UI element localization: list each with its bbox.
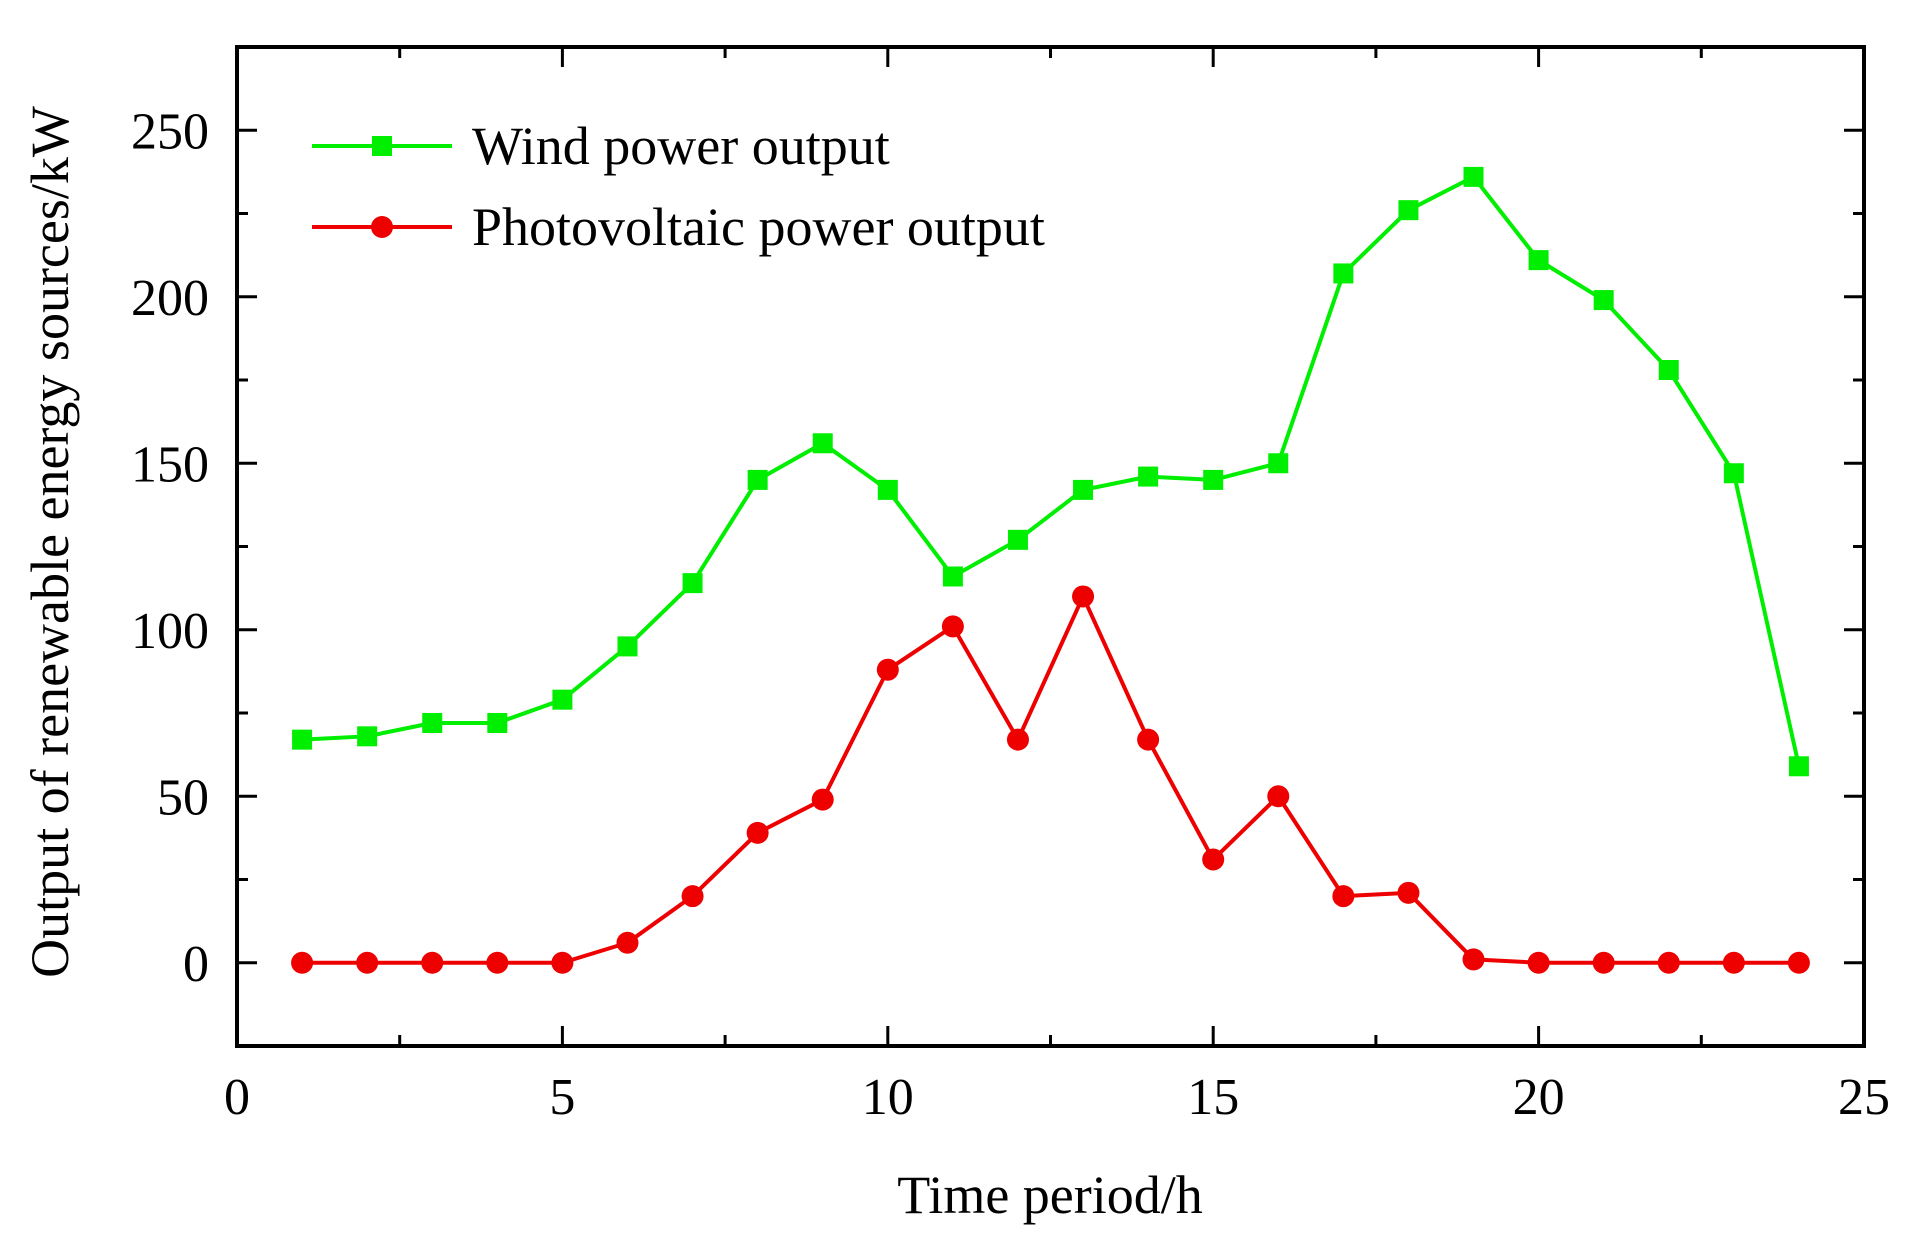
pv-point	[421, 951, 444, 974]
wind-point	[747, 469, 768, 490]
wind-legend-marker	[372, 136, 392, 156]
series-photovoltaic	[291, 585, 1810, 974]
wind-point	[292, 729, 313, 750]
pv-point	[1332, 885, 1355, 908]
pv-point	[1006, 728, 1029, 751]
wind-point	[1007, 529, 1028, 550]
y-tick-label: 150	[131, 436, 209, 493]
pv-point	[876, 658, 899, 681]
pv-point	[1397, 881, 1420, 904]
wind-line	[301, 174, 1801, 767]
wind-point	[552, 689, 573, 710]
wind-point	[1723, 463, 1744, 484]
wind-legend-label: Wind power output	[472, 116, 890, 176]
axis-ticks	[235, 45, 1866, 1048]
wind-point	[1203, 469, 1224, 490]
wind-point	[422, 712, 443, 733]
wind-point	[1788, 756, 1809, 777]
pv-point	[1072, 585, 1095, 608]
y-axis-title: Output of renewable energy sources/kW	[20, 106, 80, 978]
x-tick-label: 5	[549, 1069, 575, 1126]
pv-point	[811, 788, 834, 811]
pv-point	[1787, 951, 1810, 974]
wind-point	[1268, 453, 1289, 474]
pv-point	[941, 615, 964, 638]
wind-point	[877, 479, 898, 500]
wind-point	[487, 712, 508, 733]
x-tick-label: 0	[224, 1069, 250, 1126]
pv-point	[1527, 951, 1550, 974]
y-tick-label: 200	[131, 270, 209, 327]
y-tick-label: 0	[183, 936, 209, 993]
pv-point	[746, 821, 769, 844]
series-layer	[291, 166, 1810, 974]
x-tick-label: 15	[1187, 1069, 1239, 1126]
wind-point	[1333, 263, 1354, 284]
y-tick-label: 50	[157, 769, 209, 826]
x-tick-label: 25	[1838, 1069, 1890, 1126]
x-tick-label: 10	[862, 1069, 914, 1126]
x-axis-title: Time period/h	[897, 1165, 1203, 1225]
pv-point	[1462, 948, 1485, 971]
y-tick-labels: 0 50 100 150 200 250	[131, 103, 209, 993]
wind-point	[1073, 479, 1094, 500]
pv-point	[291, 951, 314, 974]
wind-point	[357, 726, 378, 747]
pv-point	[356, 951, 379, 974]
pv-point	[486, 951, 509, 974]
pv-line	[302, 594, 1799, 965]
y-tick-label: 100	[131, 603, 209, 660]
wind-point	[1528, 250, 1549, 271]
legend: Wind power output Photovoltaic power outp…	[312, 116, 1045, 257]
wind-point	[1138, 466, 1159, 487]
pv-point	[616, 931, 639, 954]
wind-point	[682, 573, 703, 594]
x-tick-labels: 0 5 10 15 20 25	[224, 1069, 1890, 1126]
pv-point	[1202, 848, 1225, 871]
wind-point	[812, 433, 833, 454]
y-tick-label: 250	[131, 103, 209, 160]
pv-point	[1657, 951, 1680, 974]
wind-point	[942, 566, 963, 587]
wind-point	[1593, 290, 1614, 311]
wind-point	[1658, 360, 1679, 381]
wind-point	[617, 636, 638, 657]
pv-point	[681, 885, 704, 908]
series-wind	[292, 166, 1809, 777]
pv-point	[1722, 951, 1745, 974]
pv-point	[551, 951, 574, 974]
pv-point	[1137, 728, 1160, 751]
x-tick-label: 20	[1513, 1069, 1565, 1126]
pv-legend-marker	[371, 216, 393, 238]
pv-point	[1592, 951, 1615, 974]
wind-point	[1463, 166, 1484, 187]
pv-legend-label: Photovoltaic power output	[472, 197, 1045, 257]
pv-point	[1267, 785, 1290, 808]
wind-point	[1398, 200, 1419, 221]
